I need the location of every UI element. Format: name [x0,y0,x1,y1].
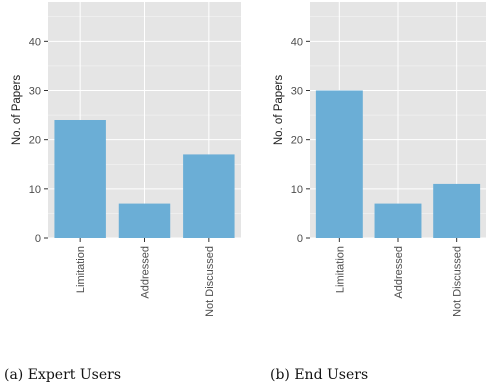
chart-a: 0 10 20 30 40 Limitation Addressed Not Discusse… [4,2,241,383]
chart-a-y-tick-label: 0 [35,233,41,245]
chart-a-y-tick-label: 10 [29,184,41,196]
chart-b-y-tick-label: 20 [291,135,303,147]
chart-b-x-tick-label: Not Discussed [452,246,464,317]
chart-a-y-axis-title: No. of Papers [11,75,23,146]
chart-a-y-tick-label: 40 [29,36,41,48]
chart-a-x-tick-label: Not Discussed [204,246,216,317]
chart-a-bar-not-discussed [183,154,235,238]
chart-b-y-tick-label: 0 [297,233,303,245]
chart-b-bar-addressed [374,203,422,238]
chart-a-x-tick-label: Addressed [140,246,152,299]
chart-a-bar-addressed [118,203,171,238]
chart-b-caption: (b) End Users [270,367,368,383]
chart-b-y-axis-title: No. of Papers [273,75,285,146]
chart-a-y-tick-label: 30 [29,86,41,98]
chart-b-x-tick-label: Addressed [393,246,405,299]
chart-a-caption: (a) Expert Users [4,367,121,383]
chart-b-y-tick-label: 40 [291,36,303,48]
chart-a-x-tick-label: Limitation [75,246,87,293]
chart-b-bar-not-discussed [433,183,481,238]
chart-b-bar-limitation [315,90,363,238]
chart-a-bar-limitation [54,120,106,238]
chart-b-y-tick-label: 30 [291,86,303,98]
chart-b-x-tick-label: Limitation [334,246,346,293]
chart-b-y-tick-label: 10 [291,184,303,196]
chart-a-y-tick-label: 20 [29,135,41,147]
chart-b: 0 10 20 30 40 Limitation Addressed Not Discusse… [270,2,486,383]
